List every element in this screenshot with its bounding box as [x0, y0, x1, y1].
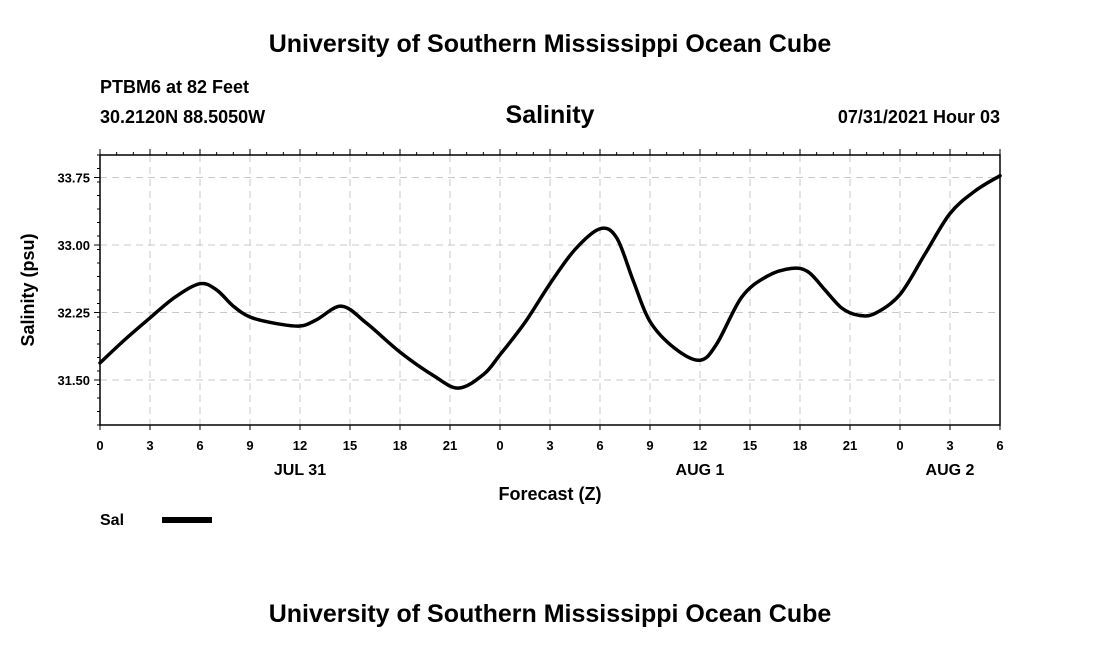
x-tick-label: 12: [693, 438, 707, 453]
date-label: JUL 31: [274, 462, 326, 479]
axis-ticks: [94, 149, 1001, 430]
y-tick-label: 33.75: [57, 171, 90, 186]
chart-title: Salinity: [505, 101, 595, 129]
x-tick-label: 0: [496, 438, 503, 453]
x-tick-label: 18: [393, 438, 407, 453]
footer-title: University of Southern Mississippi Ocean…: [268, 600, 832, 628]
grid: [100, 155, 1000, 425]
x-tick-label: 0: [896, 438, 903, 453]
x-tick-label: 21: [843, 438, 857, 453]
page-title: University of Southern Mississippi Ocean…: [268, 30, 832, 58]
x-tick-label: 3: [546, 438, 553, 453]
y-tick-label: 31.50: [57, 373, 90, 388]
y-tick-label: 32.25: [57, 306, 90, 321]
x-tick-label: 12: [293, 438, 307, 453]
x-tick-label: 15: [743, 438, 757, 453]
forecast-run-time: 07/31/2021 Hour 03: [837, 107, 1000, 127]
y-tick-label: 33.00: [57, 238, 90, 253]
x-tick-label: 6: [996, 438, 1003, 453]
x-tick-label: 18: [793, 438, 807, 453]
x-tick-label: 3: [146, 438, 153, 453]
legend: Sal: [100, 512, 212, 529]
legend-label: Sal: [100, 512, 124, 529]
axis-tick-labels: 0 3 6 9 12 15 18 21 0 3 6 9 12 15 18 21 0 3 6 JUL 31 AUG 1 AU…: [57, 171, 1003, 480]
date-label: AUG 2: [926, 462, 975, 479]
x-tick-label: 9: [646, 438, 653, 453]
station-coordinates: 30.2120N 88.5050W: [100, 107, 266, 127]
x-tick-label: 3: [946, 438, 953, 453]
y-axis-title: Salinity (psu): [18, 233, 38, 346]
salinity-series-line: [98, 173, 1002, 390]
station-label: PTBM6 at 82 Feet: [100, 77, 250, 97]
x-tick-label: 21: [443, 438, 457, 453]
x-tick-label: 15: [343, 438, 357, 453]
x-axis-title: Forecast (Z): [498, 484, 601, 504]
x-tick-label: 9: [246, 438, 253, 453]
x-tick-label: 6: [196, 438, 203, 453]
x-tick-label: 0: [96, 438, 103, 453]
x-tick-label: 6: [596, 438, 603, 453]
date-label: AUG 1: [676, 462, 725, 479]
